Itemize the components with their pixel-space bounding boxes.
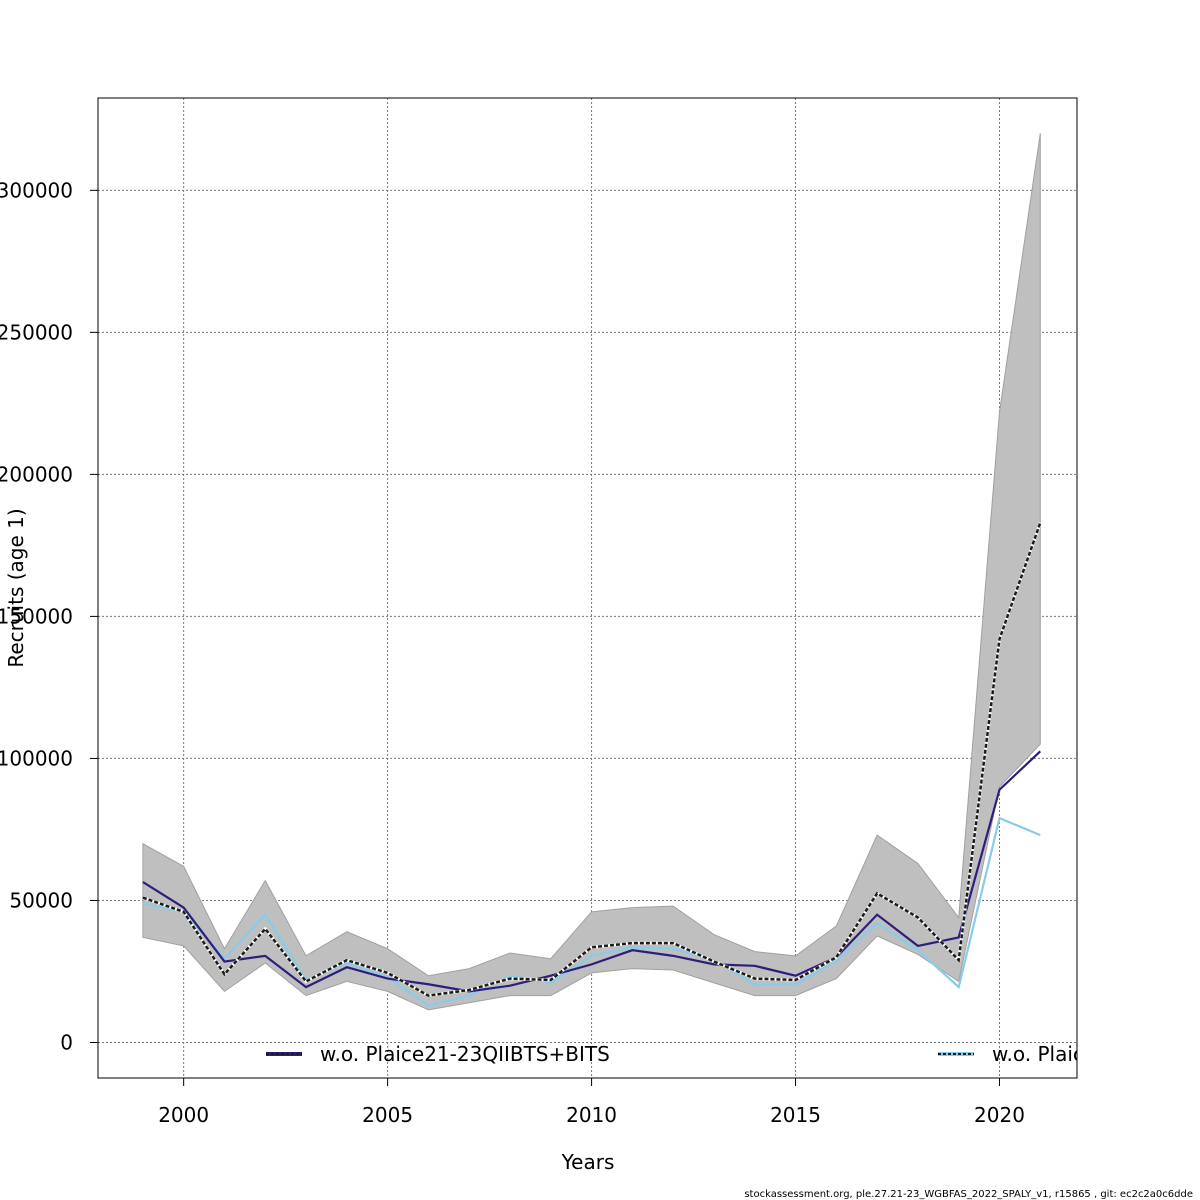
- footer-note: stockassessment.org, ple.27.21-23_WGBFAS…: [744, 1189, 1193, 1200]
- legend: w.o. Plaice21-23QIIBTS+BITS w.o. Plaic: [266, 1042, 1084, 1066]
- y-tick-label: 50000: [9, 888, 73, 912]
- series-line-reference: [142, 522, 1042, 997]
- y-tick-label: 200000: [0, 462, 73, 486]
- series-line-1: [142, 750, 1042, 993]
- y-tick-label: 250000: [0, 320, 73, 344]
- x-tick-label: 2015: [770, 1103, 821, 1127]
- y-tick-label: 100000: [0, 746, 73, 770]
- y-tick-label: 150000: [0, 604, 73, 628]
- legend-entry-1: w.o. Plaice21-23QIIBTS+BITS: [266, 1042, 610, 1066]
- x-tick-label: 2005: [362, 1103, 413, 1127]
- y-tick-label: 300000: [0, 178, 73, 202]
- x-tick-label: 2000: [158, 1103, 209, 1127]
- x-tick-label: 2020: [974, 1103, 1025, 1127]
- legend-label-1: w.o. Plaice21-23QIIBTS+BITS: [320, 1042, 610, 1066]
- x-axis-title: Years: [561, 1150, 615, 1174]
- series-lines: [142, 522, 1042, 1007]
- x-axis: 2000 2005 2010 2015 2020: [158, 1078, 1025, 1127]
- y-axis-title: Recruits (age 1): [4, 508, 28, 667]
- series-line-2: [142, 816, 1041, 1007]
- plot-frame: [97, 97, 1078, 1079]
- confidence-band-area: [142, 133, 1041, 1011]
- confidence-band: [142, 133, 1041, 1011]
- legend-entry-2: w.o. Plaic: [938, 1042, 1084, 1066]
- y-axis: 0 50000 100000 150000 200000 250000 300000: [0, 178, 98, 1054]
- legend-label-2: w.o. Plaic: [992, 1042, 1084, 1066]
- y-tick-label: 0: [60, 1030, 73, 1054]
- x-tick-label: 2010: [566, 1103, 617, 1127]
- grid-lines: [98, 98, 1077, 1078]
